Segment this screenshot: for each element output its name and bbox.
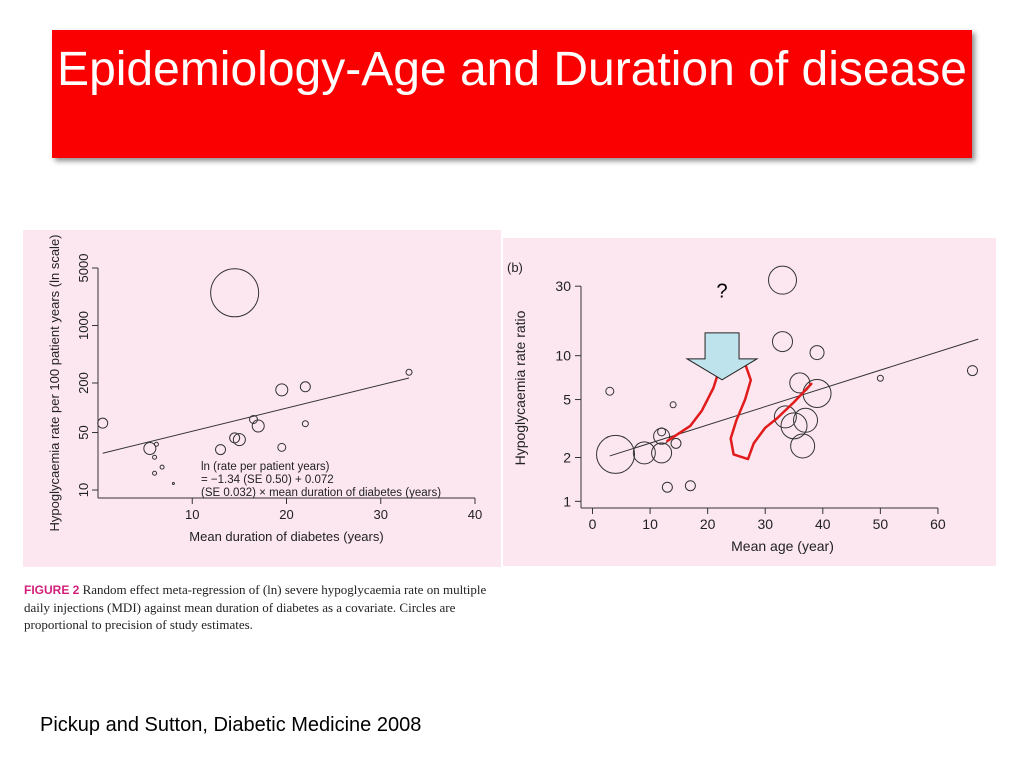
age-data-point: [670, 437, 682, 449]
duration-data-point: [275, 383, 289, 397]
duration-x-tick-label: 10: [185, 507, 199, 522]
regression-equation-line: (SE 0.032) × mean duration of diabetes (…: [201, 487, 441, 499]
age-x-tick-label: 20: [700, 516, 716, 532]
duration-y-tick-label: 5000: [76, 254, 91, 283]
duration-data-point: [405, 368, 413, 376]
age-data-point: [605, 386, 615, 396]
duration-data-point: [301, 420, 309, 428]
duration-data-point: [152, 470, 158, 476]
duration-data-point: [97, 417, 109, 429]
duration-x-tick-label: 30: [374, 507, 388, 522]
age-data-point: [780, 412, 808, 440]
age-data-point: [684, 480, 696, 492]
age-data-point: [772, 331, 793, 353]
age-x-tick-label: 60: [930, 516, 946, 532]
duration-fit-line: [102, 377, 410, 454]
duration-data-point: [171, 482, 175, 486]
chart-panel-age: 0 10 20 30 40 50 60 1 2 5 10 30 Mean age (year) Hypog…: [503, 238, 996, 566]
age-y-tick-label: 1: [563, 493, 571, 509]
age-data-point: [809, 345, 825, 361]
duration-data-point: [152, 454, 158, 460]
duration-data-point: [153, 441, 159, 447]
regression-equation-line: = −1.34 (SE 0.50) + 0.072: [201, 474, 334, 486]
duration-data-point: [232, 433, 246, 447]
duration-data-point: [159, 464, 165, 470]
age-data-point: [651, 442, 673, 464]
panel-label: (b): [507, 260, 523, 275]
age-y-tick-label: 30: [555, 278, 571, 294]
age-data-point: [768, 265, 797, 295]
figure-caption-text: Random effect meta-regression of (ln) se…: [24, 582, 487, 632]
age-x-tick-label: 40: [815, 516, 831, 532]
age-y-tick-label: 10: [555, 348, 571, 364]
age-data-point: [657, 427, 667, 437]
age-data-point: [669, 401, 677, 409]
age-y-tick-label: 2: [563, 449, 571, 465]
age-data-point: [793, 407, 819, 433]
duration-y-tick-label: 200: [76, 372, 91, 394]
duration-x-tick-label: 40: [468, 507, 482, 522]
age-data-point: [876, 374, 884, 382]
duration-data-point: [215, 444, 227, 456]
duration-x-axis-label: Mean duration of diabetes (years): [189, 529, 383, 544]
duration-scatter-chart: 10 20 30 40 10 50 200 1000 5000 Mean duration of …: [47, 235, 482, 544]
duration-data-point: [299, 381, 311, 393]
age-fit-line: [609, 338, 979, 457]
figure-caption: FIGURE 2 Random effect meta-regression o…: [24, 581, 502, 633]
duration-y-tick-label: 10: [76, 483, 91, 497]
age-data-point: [789, 372, 811, 394]
duration-data-point: [210, 268, 260, 318]
age-y-axis-label: Hypoglycaemia rate ratio: [512, 310, 528, 465]
age-data-point: [661, 481, 673, 493]
chart-panel-duration: 10 20 30 40 10 50 200 1000 5000 Mean duration of …: [23, 230, 501, 567]
duration-y-tick-label: 50: [76, 425, 91, 439]
age-data-point: [632, 441, 656, 465]
slide-title: Epidemiology-Age and Duration of disease: [57, 43, 967, 96]
regression-equation-line: ln (rate per patient years): [201, 461, 330, 473]
citation: Pickup and Sutton, Diabetic Medicine 200…: [40, 714, 422, 736]
age-data-point: [596, 434, 636, 474]
duration-data-point: [143, 441, 157, 455]
figure-label: FIGURE 2: [24, 583, 80, 597]
red-highlight-curve: [666, 357, 813, 461]
duration-y-tick-label: 1000: [76, 311, 91, 340]
age-x-tick-label: 50: [873, 516, 889, 532]
duration-x-tick-label: 20: [279, 507, 293, 522]
duration-data-point: [277, 442, 287, 452]
age-data-point: [966, 365, 978, 377]
down-arrow-icon: [685, 332, 759, 381]
age-x-tick-label: 0: [589, 516, 597, 532]
age-x-tick-label: 10: [642, 516, 658, 532]
title-banner: Epidemiology-Age and Duration of disease: [52, 30, 972, 158]
age-data-point: [773, 405, 797, 429]
duration-data-point: [251, 419, 265, 433]
age-x-axis-label: Mean age (year): [731, 538, 834, 554]
age-x-tick-label: 30: [757, 516, 773, 532]
duration-y-axis-label: Hypoglycaemia rate per 100 patient years…: [47, 235, 62, 532]
duration-data-point: [229, 432, 241, 444]
question-mark-annotation: ?: [716, 281, 727, 303]
age-y-tick-label: 5: [563, 392, 571, 408]
age-scatter-chart: 0 10 20 30 40 50 60 1 2 5 10 30 Mean age (year) Hypog…: [507, 260, 979, 554]
duration-data-point: [249, 415, 259, 425]
age-data-point: [790, 433, 816, 459]
